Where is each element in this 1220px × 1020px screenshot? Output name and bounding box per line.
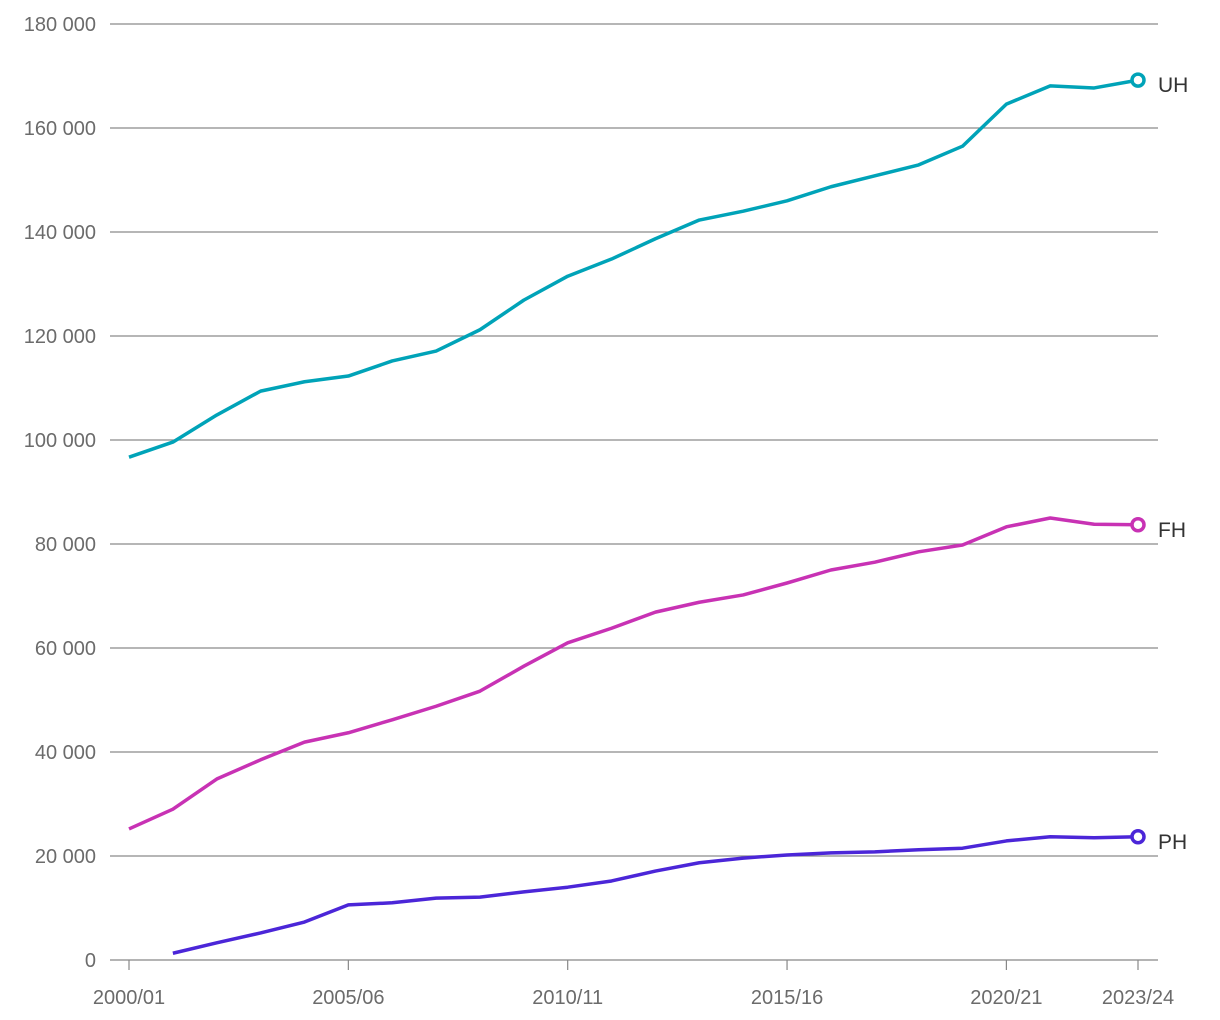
series-line-ph: [172, 835, 1139, 955]
y-tick-label: 140 000: [24, 222, 96, 244]
y-tick-label: 120 000: [24, 326, 96, 348]
x-tick-label: 2010/11: [532, 987, 603, 1009]
y-tick-label: 20 000: [35, 846, 96, 868]
x-tick-label: 2020/21: [970, 987, 1042, 1009]
y-tick-label: 100 000: [24, 430, 96, 452]
y-tick-label: 0: [85, 950, 96, 972]
x-tick-label: 2015/16: [751, 987, 823, 1009]
x-tick-label: 2023/24: [1102, 987, 1174, 1009]
end-marker-ph: [1130, 829, 1146, 845]
series-line-uh: [128, 78, 1139, 459]
x-tick-label: 2005/06: [312, 987, 384, 1009]
y-tick-label: 160 000: [24, 118, 96, 140]
end-marker-uh: [1130, 72, 1146, 88]
y-tick-label: 80 000: [35, 534, 96, 556]
y-tick-label: 40 000: [35, 742, 96, 764]
series-label-fh: FH: [1158, 519, 1186, 542]
y-tick-label: 60 000: [35, 638, 96, 660]
series-label-uh: UH: [1158, 74, 1188, 97]
series-label-ph: PH: [1158, 831, 1187, 854]
series-line-fh: [128, 516, 1139, 831]
x-tick-label: 2000/01: [93, 987, 165, 1009]
y-tick-label: 180 000: [24, 14, 96, 36]
end-marker-fh: [1130, 517, 1146, 533]
